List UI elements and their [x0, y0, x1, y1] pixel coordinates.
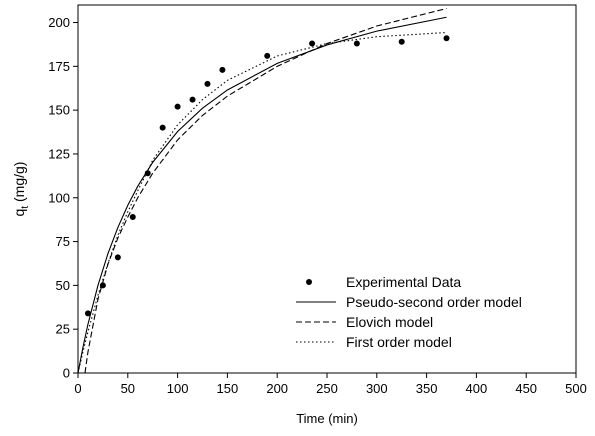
- y-label-sub: t: [20, 206, 31, 209]
- y-tick-label: 75: [56, 234, 70, 249]
- x-tick-label: 500: [565, 381, 587, 396]
- x-tick-label: 300: [366, 381, 388, 396]
- y-tick-label: 150: [48, 103, 70, 118]
- data-point: [174, 103, 181, 110]
- x-axis-label: Time (min): [296, 411, 358, 426]
- data-point: [204, 80, 211, 87]
- model-line: [84, 7, 447, 374]
- model-line: [77, 31, 447, 374]
- data-point: [114, 254, 121, 261]
- y-label-main: q: [11, 209, 27, 217]
- y-tick-label: 25: [56, 322, 70, 337]
- legend-label: First order model: [346, 334, 452, 350]
- y-tick-label: 50: [56, 278, 70, 293]
- data-point: [189, 96, 196, 103]
- plot-frame: [77, 4, 577, 374]
- legend-marker: [306, 279, 312, 285]
- legend-label: Pseudo-second order model: [346, 294, 522, 310]
- y-tick-label: 200: [48, 15, 70, 30]
- x-tick-label: 100: [167, 381, 189, 396]
- data-point: [353, 40, 360, 47]
- x-tick-label: 400: [466, 381, 488, 396]
- y-tick-label: 100: [48, 190, 70, 205]
- y-axis-label: qt (mg/g): [11, 162, 31, 217]
- x-tick-label: 350: [416, 381, 438, 396]
- legend-label: Experimental Data: [346, 274, 461, 290]
- data-point: [84, 310, 91, 317]
- legend-label: Elovich model: [346, 314, 433, 330]
- y-tick-label: 175: [48, 59, 70, 74]
- data-point: [219, 66, 226, 73]
- data-point: [398, 38, 405, 45]
- model-line: [77, 16, 447, 374]
- x-tick-label: 250: [316, 381, 338, 396]
- data-point: [129, 214, 136, 221]
- y-tick-label: 0: [63, 366, 70, 381]
- y-tick-label: 125: [48, 146, 70, 161]
- x-tick-label: 200: [266, 381, 288, 396]
- x-tick-label: 0: [74, 381, 81, 396]
- x-tick-label: 150: [217, 381, 239, 396]
- data-point: [264, 52, 271, 59]
- data-point: [159, 124, 166, 131]
- y-label-unit: (mg/g): [11, 162, 27, 206]
- x-tick-label: 450: [515, 381, 537, 396]
- data-point: [309, 40, 316, 47]
- x-tick-label: 50: [121, 381, 135, 396]
- data-point: [443, 35, 450, 42]
